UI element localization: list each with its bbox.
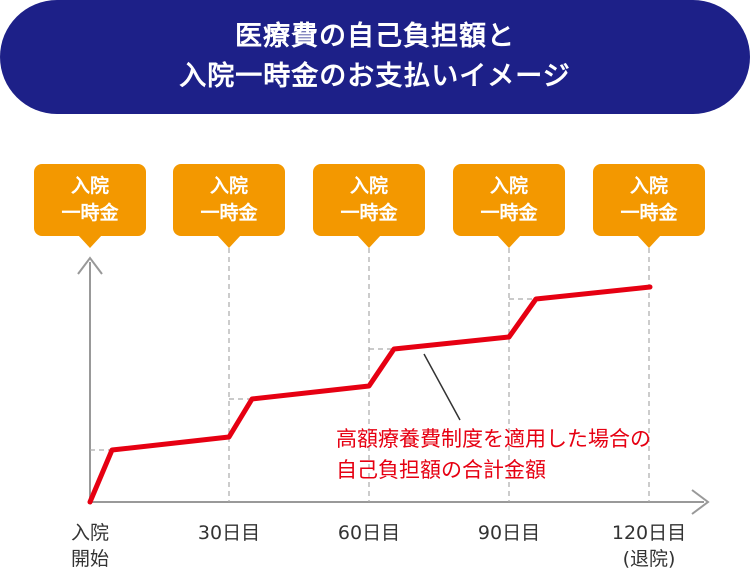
title-line-1: 医療費の自己負担額と bbox=[235, 21, 515, 52]
payment-bubble-3: 入院 一時金 bbox=[313, 164, 425, 248]
bubble-label-line1: 入院 bbox=[70, 175, 109, 197]
payment-bubble-5: 入院 一時金 bbox=[593, 164, 705, 248]
x-label-90-days: 90日目 bbox=[459, 520, 559, 546]
bubble-label-line2: 一時金 bbox=[480, 202, 538, 224]
payment-bubble-4: 入院 一時金 bbox=[453, 164, 565, 248]
x-label-line1: 60日目 bbox=[337, 522, 401, 544]
bubble-label-line2: 一時金 bbox=[620, 202, 678, 224]
bubble-label-line2: 一時金 bbox=[61, 202, 119, 224]
annotation-leader bbox=[423, 353, 461, 421]
x-label-line1: 120日目 bbox=[611, 522, 687, 544]
payment-bubble-1: 入院 一時金 bbox=[34, 164, 146, 248]
x-label-60-days: 60日目 bbox=[319, 520, 419, 546]
title-banner: 医療費の自己負担額と 入院一時金のお支払いイメージ bbox=[0, 0, 750, 114]
x-label-line1: 90日目 bbox=[477, 522, 541, 544]
annotation-line-1: 高額療養費制度を適用した場合の bbox=[336, 427, 651, 451]
title-line-2: 入院一時金のお支払いイメージ bbox=[179, 61, 571, 92]
x-axis-arrow bbox=[691, 489, 710, 515]
cumulative-cost-line bbox=[87, 284, 653, 505]
bubble-label-line2: 一時金 bbox=[200, 202, 258, 224]
bubble-label-line1: 入院 bbox=[209, 175, 248, 197]
bubble-label-line1: 入院 bbox=[349, 175, 388, 197]
x-label-line1: 30日目 bbox=[197, 522, 261, 544]
x-label-line2: 開始 bbox=[70, 548, 109, 570]
annotation-line-2: 自己負担額の合計金額 bbox=[336, 458, 546, 482]
x-label-line1: 入院 bbox=[70, 522, 109, 544]
bubble-label-line1: 入院 bbox=[489, 175, 528, 197]
x-label-start: 入院 開始 bbox=[50, 520, 130, 572]
annotation-text: 高額療養費制度を適用した場合の 自己負担額の合計金額 bbox=[336, 424, 651, 486]
x-label-line2: (退院) bbox=[622, 548, 676, 570]
x-label-30-days: 30日目 bbox=[179, 520, 279, 546]
payment-bubble-2: 入院 一時金 bbox=[173, 164, 285, 248]
x-label-120-days: 120日目 (退院) bbox=[589, 520, 709, 572]
bubble-label-line1: 入院 bbox=[629, 175, 668, 197]
y-axis-arrow bbox=[77, 256, 103, 275]
bubble-label-line2: 一時金 bbox=[340, 202, 398, 224]
